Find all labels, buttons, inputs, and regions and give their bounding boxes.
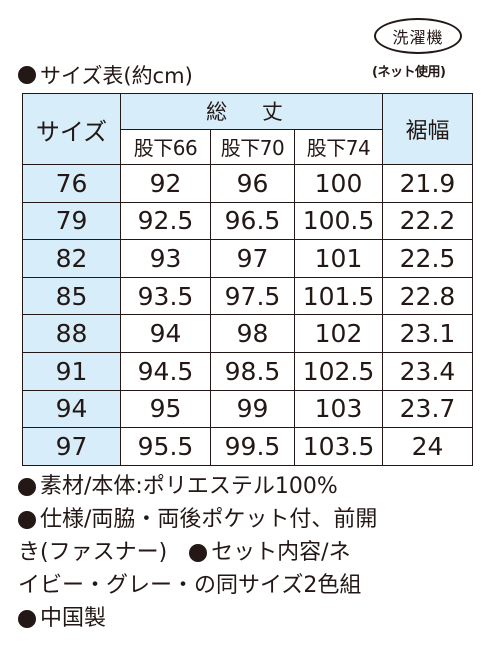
header-inseam-74: 股下74 bbox=[294, 128, 383, 165]
header-inseam-70: 股下70 bbox=[210, 128, 295, 165]
hem-width-cell: 23.4 bbox=[382, 351, 473, 391]
header-hem-width: 裾幅 bbox=[382, 93, 473, 165]
length-66-cell: 95 bbox=[120, 389, 211, 429]
length-66-cell: 93 bbox=[120, 239, 211, 278]
material-text: 素材/本体:ポリエステル100% bbox=[40, 474, 338, 499]
hem-width-cell: 23.7 bbox=[382, 389, 473, 429]
length-74-cell: 102.5 bbox=[294, 351, 383, 391]
size-cell: 82 bbox=[22, 239, 121, 278]
table-row: 91 94.5 98.5 102.5 23.4 bbox=[22, 351, 473, 391]
set-note-continued: イビー・グレー・の同サイズ2色組 bbox=[18, 569, 478, 602]
set-text-line2: イビー・グレー・の同サイズ2色組 bbox=[18, 573, 362, 598]
size-cell: 91 bbox=[22, 351, 121, 391]
bullet-icon bbox=[18, 609, 36, 628]
table-row: 82 93 97 101 22.5 bbox=[22, 239, 473, 278]
length-66-cell: 92.5 bbox=[120, 201, 211, 241]
length-66-cell: 94.5 bbox=[120, 351, 211, 391]
size-cell: 97 bbox=[22, 427, 121, 466]
length-74-cell: 103.5 bbox=[294, 427, 383, 466]
hem-width-cell: 24 bbox=[382, 427, 473, 466]
bullet-icon bbox=[18, 477, 36, 496]
spec-set-line: き(ファスナー) セット内容/ネ bbox=[18, 536, 478, 569]
length-74-cell: 101 bbox=[294, 239, 383, 278]
size-table: サイズ 総 丈 裾幅 股下66 股下70 股下74 76 92 96 100 2… bbox=[22, 93, 473, 466]
length-70-cell: 96.5 bbox=[210, 201, 295, 241]
hem-width-cell: 22.5 bbox=[382, 239, 473, 278]
hem-width-cell: 23.1 bbox=[382, 314, 473, 353]
length-74-cell: 100.5 bbox=[294, 201, 383, 241]
table-row: 76 92 96 100 21.9 bbox=[22, 164, 473, 203]
length-70-cell: 97.5 bbox=[210, 276, 295, 316]
badge-note: (ネット使用) bbox=[372, 65, 446, 80]
length-70-cell: 99.5 bbox=[210, 427, 295, 466]
spec-text-line1: 仕様/両脇・両後ポケット付、前開 bbox=[40, 507, 378, 532]
length-74-cell: 102 bbox=[294, 314, 383, 353]
product-notes: 素材/本体:ポリエステル100% 仕様/両脇・両後ポケット付、前開 き(ファスナ… bbox=[18, 470, 478, 635]
spec-text-line2: き(ファスナー) bbox=[18, 540, 168, 565]
length-70-cell: 99 bbox=[210, 389, 295, 429]
length-70-cell: 98 bbox=[210, 314, 295, 353]
table-title-text: サイズ表(約cm) bbox=[40, 64, 193, 88]
hem-width-cell: 22.2 bbox=[382, 201, 473, 241]
table-row: 79 92.5 96.5 100.5 22.2 bbox=[22, 201, 473, 241]
bullet-icon bbox=[18, 510, 36, 529]
size-cell: 85 bbox=[22, 276, 121, 316]
length-74-cell: 100 bbox=[294, 164, 383, 203]
length-74-cell: 103 bbox=[294, 389, 383, 429]
table-title: サイズ表(約cm) bbox=[18, 60, 193, 90]
length-66-cell: 95.5 bbox=[120, 427, 211, 466]
bullet-icon bbox=[189, 543, 208, 562]
length-66-cell: 92 bbox=[120, 164, 211, 203]
origin-text: 中国製 bbox=[40, 606, 107, 631]
size-cell: 79 bbox=[22, 201, 121, 241]
header-total-length: 総 丈 bbox=[120, 93, 383, 130]
table-row: 97 95.5 99.5 103.5 24 bbox=[22, 427, 473, 466]
length-66-cell: 94 bbox=[120, 314, 211, 353]
table-row: 88 94 98 102 23.1 bbox=[22, 314, 473, 353]
set-text-line1: セット内容/ネ bbox=[211, 540, 351, 565]
hem-width-cell: 22.8 bbox=[382, 276, 473, 316]
spec-note: 仕様/両脇・両後ポケット付、前開 bbox=[18, 503, 478, 536]
length-74-cell: 101.5 bbox=[294, 276, 383, 316]
size-cell: 76 bbox=[22, 164, 121, 203]
table-row: 85 93.5 97.5 101.5 22.8 bbox=[22, 276, 473, 316]
origin-note: 中国製 bbox=[18, 602, 478, 635]
size-cell: 88 bbox=[22, 314, 121, 353]
length-70-cell: 98.5 bbox=[210, 351, 295, 391]
badge-label: 洗濯機 bbox=[392, 28, 444, 47]
washing-machine-badge: 洗濯機 bbox=[374, 18, 462, 54]
hem-width-cell: 21.9 bbox=[382, 164, 473, 203]
header-inseam-66: 股下66 bbox=[120, 128, 211, 165]
length-66-cell: 93.5 bbox=[120, 276, 211, 316]
bullet-icon bbox=[18, 66, 36, 84]
length-70-cell: 96 bbox=[210, 164, 295, 203]
size-cell: 94 bbox=[22, 389, 121, 429]
length-70-cell: 97 bbox=[210, 239, 295, 278]
header-size: サイズ bbox=[22, 93, 121, 165]
material-note: 素材/本体:ポリエステル100% bbox=[18, 470, 478, 503]
table-row: 94 95 99 103 23.7 bbox=[22, 389, 473, 429]
